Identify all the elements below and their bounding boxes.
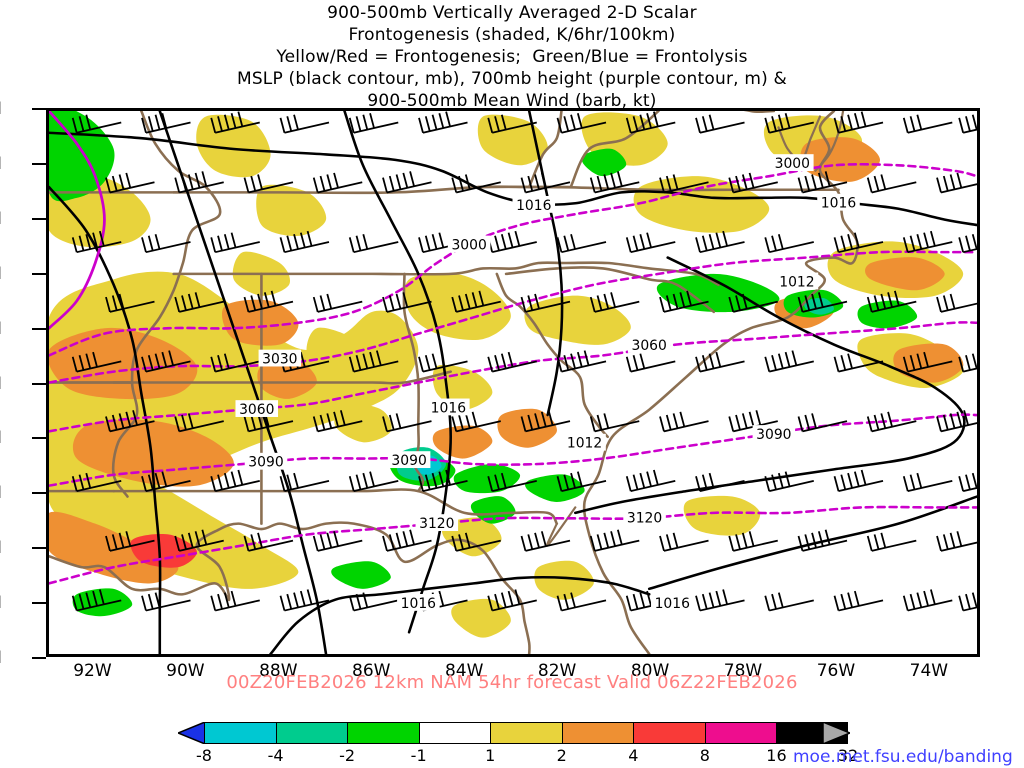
colorbar-segments — [204, 722, 848, 744]
title-line-4: MSLP (black contour, mb), 700mb height (… — [236, 69, 788, 89]
lon-tick-label: 84W — [444, 661, 484, 681]
svg-text:3030: 3030 — [262, 352, 297, 368]
svg-text:1016: 1016 — [655, 596, 690, 612]
colorbar-tick-label: -2 — [339, 746, 356, 765]
svg-text:3120: 3120 — [627, 511, 662, 527]
lat-tick-label: 36N — [0, 209, 2, 229]
colorbar-tick-label: -4 — [267, 746, 284, 765]
colorbar-tick-label: 2 — [556, 746, 567, 765]
lat-tick-label: 31N — [0, 483, 2, 503]
colorbar-segment — [704, 722, 777, 744]
colorbar-segment — [633, 722, 705, 744]
colorbar-segment — [275, 722, 348, 744]
frontogenesis-map: 3000 3000 3030 3060 3060 3090 3090 3090 3120 3120… — [49, 111, 977, 654]
lat-tick-mark — [32, 217, 46, 220]
height-700mb-contours — [49, 111, 977, 585]
colorbar-tick-label: 1 — [485, 746, 496, 765]
lon-tick-label: 78W — [723, 661, 763, 681]
title-line-3: Yellow/Red = Frontogenesis; Green/Blue =… — [276, 47, 748, 67]
colorbar-under-arrow — [178, 722, 206, 744]
lon-tick-label: 92W — [73, 661, 112, 681]
svg-text:1016: 1016 — [821, 196, 856, 212]
svg-text:1012: 1012 — [779, 274, 814, 290]
colorbar-tick-label: 4 — [628, 746, 639, 765]
lon-tick-label: 76W — [816, 661, 856, 681]
svg-text:3060: 3060 — [632, 338, 667, 354]
lat-tick-mark — [32, 437, 46, 440]
svg-text:3060: 3060 — [239, 402, 274, 418]
svg-text:3090: 3090 — [756, 427, 791, 443]
lat-tick-label: 34N — [0, 319, 2, 339]
lon-tick-label: 80W — [630, 661, 670, 681]
svg-text:3000: 3000 — [451, 238, 486, 254]
svg-text:1016: 1016 — [516, 198, 551, 214]
lat-tick-label: 30N — [0, 538, 2, 558]
title-line-5: 900-500mb Mean Wind (barb, kt) — [367, 91, 657, 111]
colorbar-segment — [490, 722, 562, 744]
colorbar-tick-label: 16 — [766, 746, 787, 765]
colorbar-over-arrow — [822, 722, 850, 744]
colorbar-segment — [204, 722, 276, 744]
title-line-2: Frontogenesis (shaded, K/6hr/100km) — [348, 25, 676, 45]
svg-text:3090: 3090 — [248, 455, 283, 471]
title-line-1: 900-500mb Vertically Averaged 2-D Scalar — [327, 3, 697, 23]
lat-tick-label: 33N — [0, 374, 2, 394]
lat-tick-label: 35N — [0, 264, 2, 284]
colorbar: -8 -4 -2 -1 1 2 4 8 16 32 — [0, 714, 1024, 765]
lat-tick-label: 29N — [0, 593, 2, 613]
colorbar-tick-label: -8 — [196, 746, 212, 765]
lat-tick-mark — [32, 602, 46, 605]
lat-tick-mark — [32, 382, 46, 385]
lat-tick-label: 28N — [0, 648, 2, 668]
colorbar-tick-label: -1 — [410, 746, 427, 765]
contour-labels: 3000 3000 3030 3060 3060 3090 3090 3090 3120 3120… — [235, 154, 860, 612]
colorbar-tick-label: 32 — [837, 746, 859, 765]
svg-text:1016: 1016 — [431, 400, 466, 416]
colorbar-segment — [418, 722, 491, 744]
lat-tick-mark — [32, 657, 46, 659]
lon-tick-label: 74W — [909, 661, 949, 681]
lat-tick-mark — [32, 162, 46, 165]
lat-tick-mark — [32, 547, 46, 550]
lat-tick-mark — [32, 108, 46, 110]
map-plot-area[interactable]: 3000 3000 3030 3060 3060 3090 3090 3090 3120 3120… — [46, 108, 980, 657]
lat-tick-label: 32N — [0, 428, 2, 448]
source-watermark: moe.met.fsu.edu/banding — [793, 747, 1013, 767]
lat-tick-label: 38N — [0, 99, 2, 119]
lat-tick-label: 37N — [0, 154, 2, 174]
lon-tick-label: 82W — [537, 661, 577, 681]
lon-tick-label: 90W — [166, 661, 205, 681]
colorbar-segment — [561, 722, 634, 744]
lat-tick-mark — [32, 327, 46, 330]
svg-text:3120: 3120 — [419, 516, 454, 532]
svg-text:1016: 1016 — [401, 596, 436, 612]
lon-tick-label: 86W — [352, 661, 391, 681]
lon-tick-label: 88W — [259, 661, 298, 681]
wind-barbs — [71, 111, 977, 612]
colorbar-tick-label: 8 — [699, 746, 710, 765]
svg-text:3000: 3000 — [775, 156, 810, 172]
lat-tick-mark — [32, 492, 46, 495]
forecast-caption: 00Z20FEB2026 12km NAM 54hr forecast Vali… — [226, 672, 798, 693]
svg-text:1012: 1012 — [567, 436, 602, 452]
colorbar-segment — [347, 722, 419, 744]
chart-title-block: 900-500mb Vertically Averaged 2-D Scalar… — [0, 2, 1024, 112]
svg-text:3090: 3090 — [391, 453, 426, 469]
lat-tick-mark — [32, 272, 46, 275]
